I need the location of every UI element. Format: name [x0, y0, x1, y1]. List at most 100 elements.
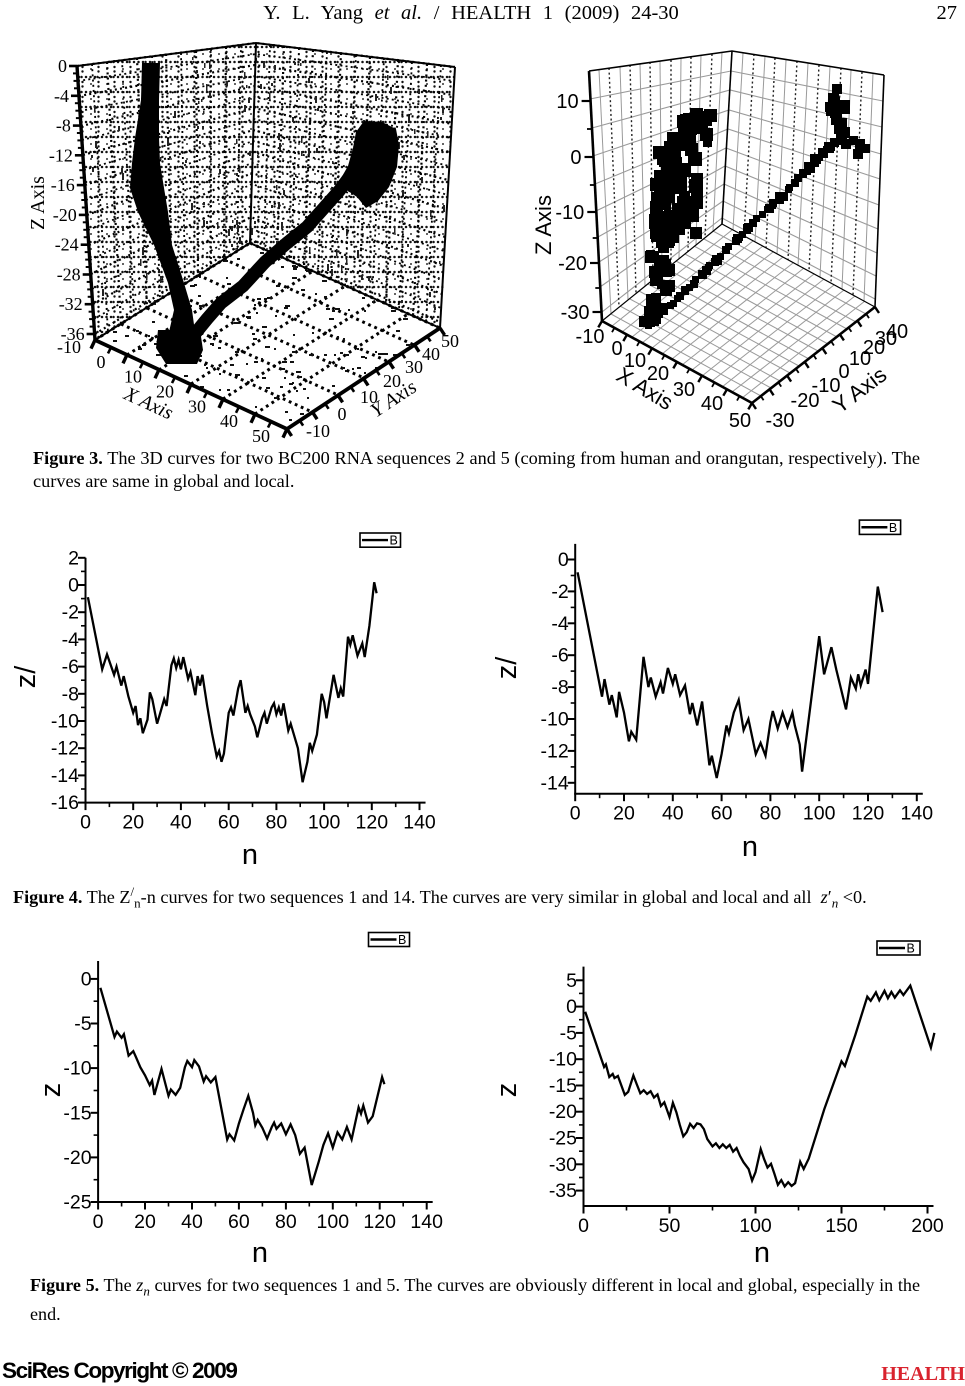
svg-text:-4: -4 — [551, 613, 568, 635]
svg-text:40: 40 — [886, 321, 908, 343]
svg-text:-14: -14 — [541, 772, 569, 794]
svg-text:z/: z/ — [491, 656, 523, 680]
svg-text:120: 120 — [363, 1211, 396, 1233]
svg-text:0: 0 — [570, 147, 581, 169]
svg-text:10: 10 — [360, 387, 378, 407]
svg-text:-12: -12 — [51, 738, 79, 760]
svg-text:20: 20 — [613, 803, 635, 825]
svg-text:0: 0 — [58, 56, 67, 76]
svg-text:80: 80 — [275, 1211, 297, 1233]
svg-text:n: n — [754, 1237, 770, 1269]
svg-text:30: 30 — [673, 379, 695, 401]
svg-text:0: 0 — [558, 549, 569, 571]
svg-text:0: 0 — [68, 575, 79, 597]
svg-text:30: 30 — [875, 328, 897, 350]
svg-text:0: 0 — [838, 361, 849, 383]
svg-text:20: 20 — [383, 371, 401, 391]
svg-text:Y Axis: Y Axis — [828, 362, 892, 419]
svg-text:50: 50 — [659, 1215, 681, 1237]
svg-text:-30: -30 — [549, 1154, 577, 1176]
svg-text:10: 10 — [849, 348, 871, 370]
svg-text:120: 120 — [356, 812, 389, 834]
svg-text:-25: -25 — [63, 1192, 91, 1214]
svg-text:-35: -35 — [549, 1180, 577, 1202]
svg-text:200: 200 — [911, 1215, 944, 1237]
svg-text:z/: z/ — [10, 665, 42, 689]
svg-text:-20: -20 — [63, 1147, 91, 1169]
svg-text:10: 10 — [124, 367, 142, 387]
svg-text:-16: -16 — [51, 175, 75, 195]
svg-text:0: 0 — [578, 1215, 589, 1237]
svg-text:-4: -4 — [62, 629, 79, 651]
svg-text:B: B — [390, 534, 398, 548]
svg-text:2: 2 — [68, 547, 79, 569]
svg-text:-10: -10 — [306, 421, 330, 441]
svg-text:0: 0 — [566, 996, 577, 1018]
svg-text:-15: -15 — [549, 1075, 577, 1097]
svg-text:-10: -10 — [51, 711, 79, 733]
svg-text:-30: -30 — [766, 410, 795, 432]
svg-text:-20: -20 — [558, 253, 587, 275]
svg-text:140: 140 — [410, 1211, 443, 1233]
svg-text:-20: -20 — [549, 1101, 577, 1123]
svg-text:-10: -10 — [576, 326, 605, 348]
svg-text:-15: -15 — [63, 1102, 91, 1124]
svg-text:0: 0 — [80, 812, 91, 834]
svg-text:z: z — [491, 1083, 523, 1098]
svg-text:140: 140 — [403, 812, 436, 834]
svg-text:30: 30 — [405, 357, 423, 377]
svg-text:-2: -2 — [551, 581, 568, 603]
svg-text:20: 20 — [134, 1211, 156, 1233]
svg-text:z: z — [35, 1083, 67, 1098]
svg-text:60: 60 — [228, 1211, 250, 1233]
svg-text:150: 150 — [825, 1215, 858, 1237]
svg-text:-8: -8 — [56, 116, 71, 136]
svg-text:40: 40 — [220, 411, 238, 431]
svg-text:50: 50 — [729, 410, 751, 432]
svg-text:-20: -20 — [791, 390, 820, 412]
svg-text:-4: -4 — [54, 86, 69, 106]
svg-text:20: 20 — [647, 363, 669, 385]
svg-text:0: 0 — [611, 338, 622, 360]
svg-text:B: B — [398, 933, 406, 947]
svg-text:B: B — [889, 521, 897, 535]
svg-text:50: 50 — [441, 331, 459, 351]
svg-text:100: 100 — [317, 1211, 350, 1233]
svg-text:-10: -10 — [57, 337, 81, 357]
svg-text:60: 60 — [711, 803, 733, 825]
svg-text:100: 100 — [308, 812, 341, 834]
svg-text:-30: -30 — [561, 302, 590, 324]
svg-text:-10: -10 — [63, 1058, 91, 1080]
svg-text:0: 0 — [97, 352, 106, 372]
svg-text:-10: -10 — [549, 1049, 577, 1071]
svg-text:n: n — [252, 1237, 268, 1269]
svg-text:-32: -32 — [59, 294, 83, 314]
svg-text:-36: -36 — [61, 324, 85, 344]
svg-text:20: 20 — [156, 382, 174, 402]
svg-text:40: 40 — [662, 803, 684, 825]
svg-text:-2: -2 — [62, 602, 79, 624]
svg-text:-6: -6 — [62, 656, 79, 678]
svg-text:B: B — [907, 942, 915, 956]
svg-text:100: 100 — [803, 803, 836, 825]
svg-text:-10: -10 — [812, 375, 841, 397]
svg-text:-16: -16 — [51, 792, 79, 814]
svg-text:0: 0 — [93, 1211, 104, 1233]
svg-text:0: 0 — [570, 803, 581, 825]
svg-text:50: 50 — [252, 426, 270, 446]
svg-text:80: 80 — [266, 812, 288, 834]
svg-text:-25: -25 — [549, 1128, 577, 1150]
svg-text:30: 30 — [188, 396, 206, 416]
svg-text:10: 10 — [624, 350, 646, 372]
svg-text:20: 20 — [122, 812, 144, 834]
svg-text:Z Axis: Z Axis — [531, 195, 556, 255]
svg-text:-14: -14 — [51, 765, 79, 787]
svg-text:40: 40 — [422, 344, 440, 364]
svg-text:-12: -12 — [541, 740, 569, 762]
svg-text:80: 80 — [760, 803, 782, 825]
svg-text:n: n — [742, 831, 758, 863]
svg-text:5: 5 — [566, 970, 577, 992]
svg-text:20: 20 — [863, 337, 885, 359]
svg-text:0: 0 — [338, 404, 347, 424]
svg-text:-8: -8 — [62, 683, 79, 705]
